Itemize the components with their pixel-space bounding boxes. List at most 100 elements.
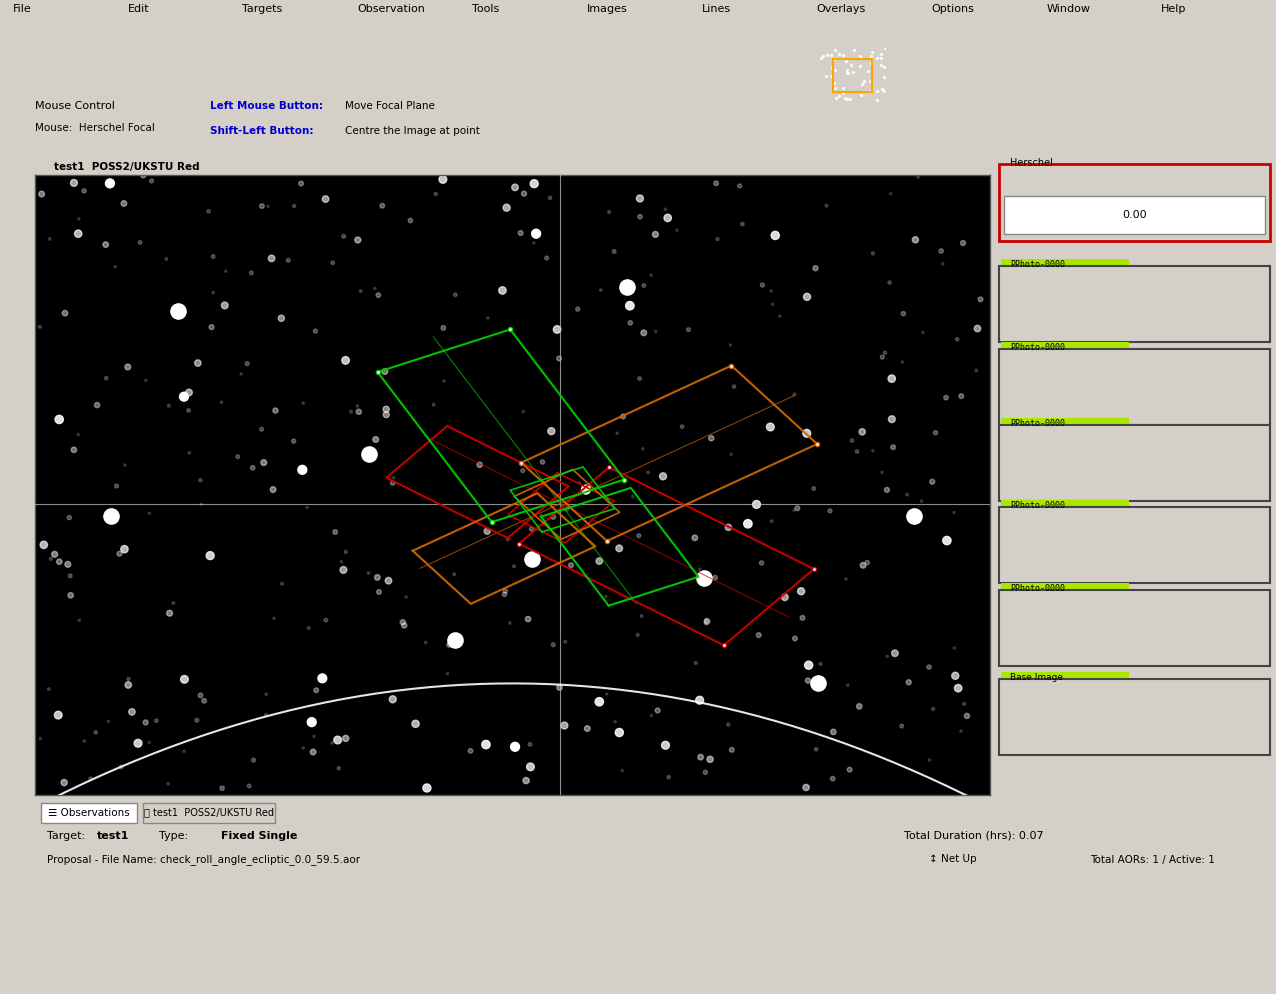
Point bbox=[947, 331, 967, 347]
FancyBboxPatch shape bbox=[999, 589, 1271, 666]
Point bbox=[158, 398, 179, 414]
Point bbox=[785, 387, 805, 403]
Text: Fixed Single: Fixed Single bbox=[221, 831, 297, 841]
Point bbox=[828, 87, 849, 103]
Point bbox=[905, 232, 925, 248]
Point bbox=[840, 90, 860, 106]
Point bbox=[522, 521, 542, 537]
Point bbox=[760, 283, 781, 299]
Point bbox=[850, 49, 870, 65]
Point bbox=[384, 470, 404, 486]
Point bbox=[536, 250, 556, 266]
Point bbox=[721, 446, 741, 462]
Point bbox=[799, 657, 819, 673]
Point bbox=[68, 426, 88, 442]
Point bbox=[822, 59, 842, 75]
Text: test1  POSS2/UKSTU Red: test1 POSS2/UKSTU Red bbox=[54, 162, 200, 172]
FancyBboxPatch shape bbox=[1002, 582, 1129, 603]
Point bbox=[762, 296, 782, 312]
Text: PPhoto-0000: PPhoto-0000 bbox=[1011, 583, 1065, 593]
Point bbox=[365, 431, 385, 447]
Point bbox=[860, 83, 880, 98]
Bar bbox=[143, 802, 276, 822]
Point bbox=[954, 696, 975, 712]
Point bbox=[383, 692, 403, 708]
Point bbox=[944, 640, 965, 656]
Point bbox=[285, 198, 305, 214]
Point bbox=[569, 475, 590, 491]
Point bbox=[514, 186, 535, 202]
Point bbox=[607, 425, 628, 441]
Point bbox=[837, 90, 857, 106]
Text: Type:: Type: bbox=[160, 831, 189, 841]
Point bbox=[882, 371, 902, 387]
Point bbox=[212, 780, 232, 796]
FancyBboxPatch shape bbox=[999, 424, 1271, 501]
Point bbox=[98, 714, 119, 730]
Point bbox=[842, 432, 863, 448]
Point bbox=[836, 54, 856, 70]
Point bbox=[646, 227, 666, 243]
Point bbox=[925, 424, 946, 440]
Point bbox=[55, 305, 75, 321]
Point bbox=[254, 454, 274, 470]
Point bbox=[493, 282, 513, 298]
FancyBboxPatch shape bbox=[999, 679, 1271, 754]
Point bbox=[48, 412, 69, 427]
Point bbox=[470, 457, 490, 473]
Point bbox=[256, 686, 277, 702]
Point bbox=[833, 81, 854, 96]
Point bbox=[367, 287, 388, 303]
Point bbox=[805, 260, 826, 276]
Point bbox=[760, 419, 781, 435]
Point bbox=[516, 772, 536, 788]
Point bbox=[718, 717, 739, 733]
Point bbox=[336, 731, 356, 746]
Point bbox=[732, 216, 753, 232]
Point bbox=[272, 576, 292, 591]
Point bbox=[775, 589, 795, 605]
Point bbox=[638, 464, 658, 480]
Point bbox=[944, 505, 965, 521]
Point bbox=[190, 472, 211, 488]
Point bbox=[798, 673, 818, 689]
Point bbox=[194, 693, 214, 709]
Point bbox=[214, 297, 235, 313]
Text: Targets: Targets bbox=[242, 4, 283, 14]
FancyBboxPatch shape bbox=[1002, 672, 1129, 692]
Point bbox=[857, 64, 878, 80]
Point bbox=[369, 584, 389, 600]
Point bbox=[393, 614, 413, 630]
Point bbox=[863, 246, 883, 261]
Point bbox=[373, 198, 393, 214]
Point bbox=[301, 714, 322, 730]
Point bbox=[438, 666, 458, 682]
Point bbox=[117, 359, 138, 375]
Point bbox=[416, 634, 436, 650]
Point bbox=[554, 718, 574, 734]
Point bbox=[251, 421, 272, 437]
Point bbox=[200, 548, 221, 564]
Point bbox=[265, 403, 286, 418]
Point bbox=[69, 612, 89, 628]
Point bbox=[258, 199, 278, 215]
Point bbox=[119, 677, 139, 693]
Point bbox=[970, 291, 990, 307]
Point bbox=[549, 351, 569, 367]
Text: ↕ Net Up: ↕ Net Up bbox=[929, 855, 976, 865]
Point bbox=[74, 734, 94, 749]
Point bbox=[111, 759, 131, 775]
Point bbox=[826, 90, 846, 106]
Point bbox=[766, 228, 786, 244]
Point bbox=[555, 634, 575, 650]
Point bbox=[723, 379, 744, 395]
Point bbox=[367, 570, 388, 585]
Point bbox=[892, 354, 912, 370]
Point bbox=[872, 81, 892, 96]
Text: PPhoto-0000: PPhoto-0000 bbox=[1011, 418, 1065, 427]
Point bbox=[212, 395, 232, 411]
Point bbox=[74, 183, 94, 199]
Point bbox=[946, 668, 966, 684]
Point bbox=[518, 611, 538, 627]
Point bbox=[375, 364, 396, 380]
